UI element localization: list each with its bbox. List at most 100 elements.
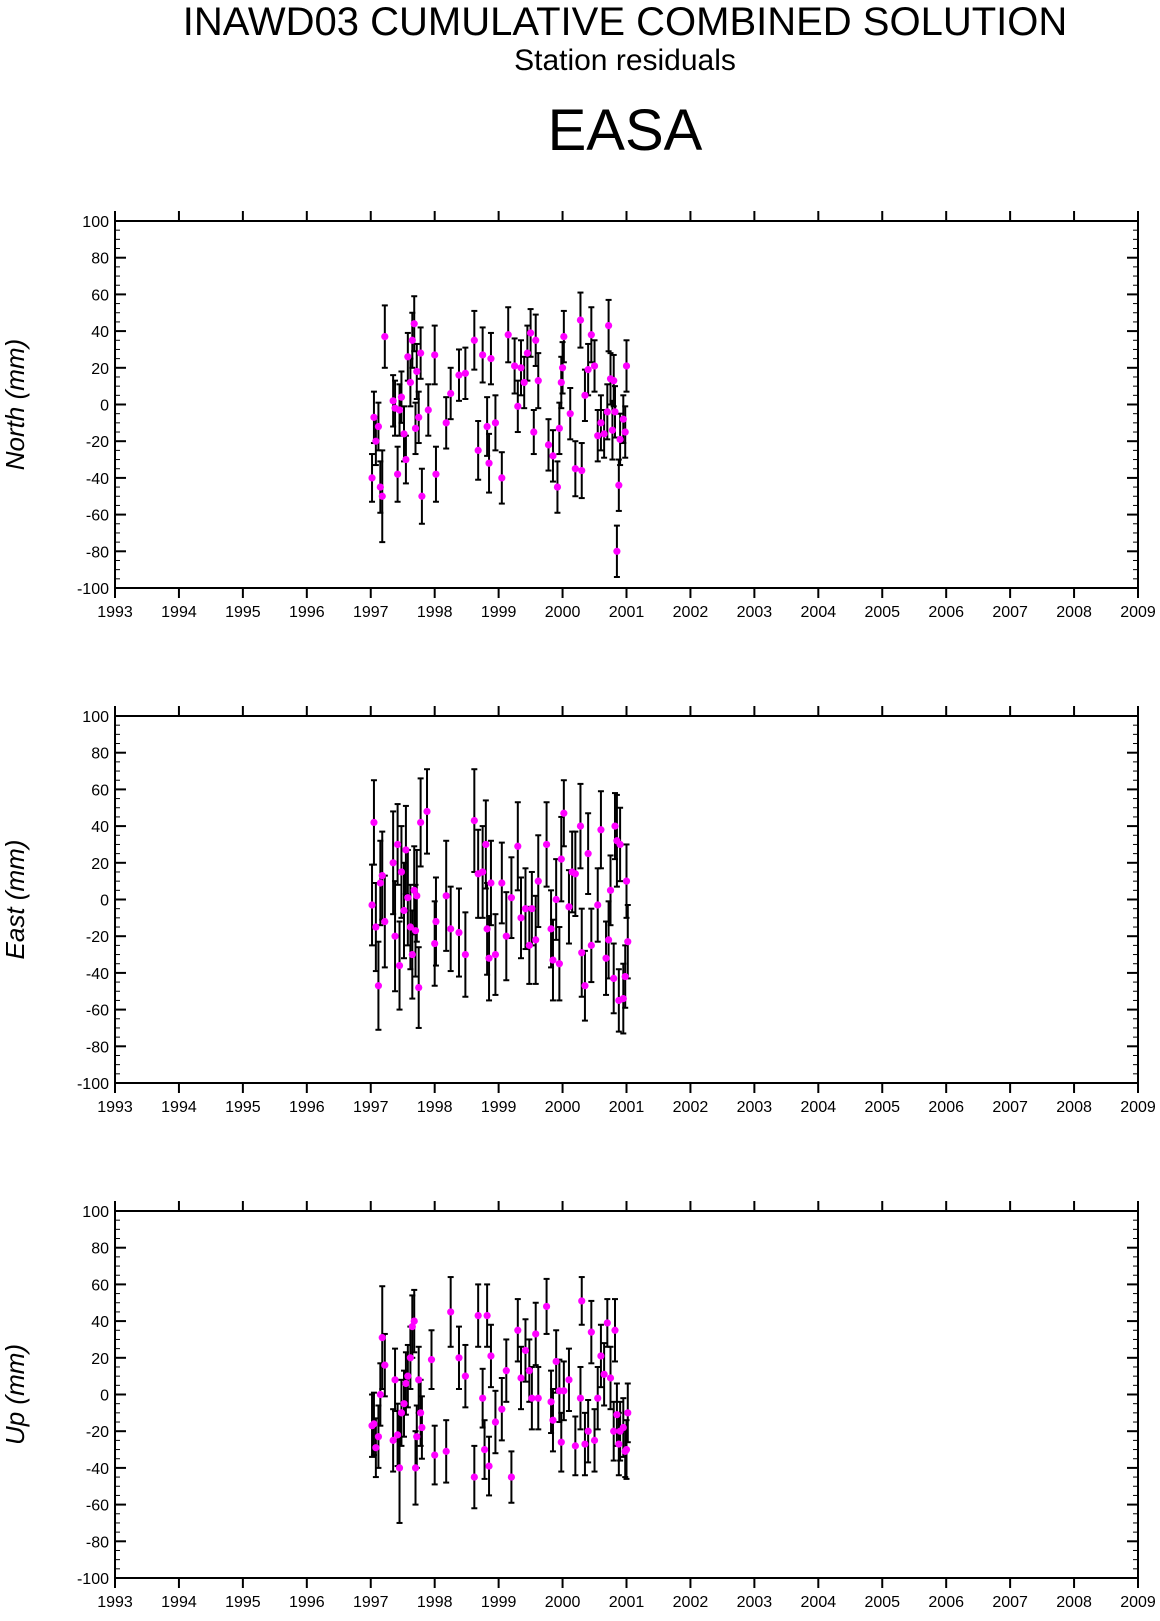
data-point	[565, 903, 573, 911]
data-point	[404, 353, 412, 361]
data-point	[504, 331, 512, 339]
y-tick-label: 40	[91, 1314, 109, 1331]
data-point	[590, 362, 599, 370]
x-tick-label: 2000	[545, 1099, 581, 1116]
data-point	[514, 402, 522, 410]
x-tick-label: 2008	[1056, 604, 1092, 621]
y-tick-label: 40	[91, 819, 109, 836]
data-point	[395, 1464, 404, 1472]
data-point	[395, 406, 404, 414]
y-tick-label: 100	[82, 709, 109, 726]
data-point	[557, 1438, 565, 1446]
data-point	[557, 378, 565, 387]
data-point	[474, 1311, 482, 1320]
data-point	[534, 1394, 542, 1402]
data-point	[566, 410, 574, 418]
data-point	[549, 956, 557, 964]
data-point	[584, 366, 592, 374]
data-point	[542, 1302, 551, 1311]
data-point	[590, 1436, 599, 1444]
data-point	[487, 879, 495, 887]
data-point	[534, 377, 542, 385]
data-point	[406, 378, 414, 387]
data-point	[587, 941, 595, 949]
data-point	[370, 1420, 378, 1428]
station-name: EASA	[547, 98, 703, 163]
data-point	[389, 1436, 397, 1444]
data-point	[491, 1418, 500, 1426]
data-point	[552, 895, 560, 904]
y-tick-label: -100	[77, 1571, 109, 1588]
x-tick-label: 2004	[801, 1594, 837, 1611]
y-tick-label: 0	[100, 1388, 109, 1405]
data-point	[376, 879, 384, 887]
data-point	[491, 950, 500, 959]
x-tick-label: 1994	[161, 604, 197, 621]
y-tick-label: 80	[91, 1241, 109, 1258]
x-tick-label: 2006	[928, 604, 964, 621]
x-tick-label: 1993	[97, 1099, 133, 1116]
data-point	[415, 1376, 423, 1384]
data-point	[565, 1376, 573, 1384]
x-tick-label: 1994	[161, 1099, 197, 1116]
data-point	[600, 1370, 608, 1378]
data-point	[587, 331, 595, 339]
data-point	[389, 859, 397, 867]
y-tick-label: -80	[86, 544, 109, 561]
data-point	[581, 1440, 589, 1448]
y-tick-label: -80	[86, 1039, 109, 1056]
data-point	[526, 329, 535, 337]
data-point	[402, 1379, 410, 1388]
data-point	[502, 1367, 510, 1375]
data-point	[427, 1356, 436, 1364]
data-point	[455, 371, 463, 379]
y-tick-label: -20	[86, 434, 109, 451]
data-point	[606, 1374, 615, 1382]
data-point	[368, 474, 376, 482]
data-point	[491, 419, 500, 427]
x-tick-label: 2003	[737, 1099, 773, 1116]
data-point	[374, 422, 383, 431]
data-point	[555, 960, 563, 968]
data-point	[447, 925, 455, 933]
x-tick-label: 1995	[225, 604, 261, 621]
x-tick-label: 1997	[353, 1099, 389, 1116]
y-tick-label: 60	[91, 782, 109, 799]
x-tick-label: 2008	[1056, 1099, 1092, 1116]
data-point	[417, 1409, 425, 1417]
x-tick-label: 2000	[545, 1594, 581, 1611]
data-point	[555, 424, 563, 432]
chart-subtitle: Station residuals	[514, 44, 736, 77]
y-tick-label: 100	[82, 214, 109, 231]
data-point	[528, 905, 536, 913]
plot-frame	[114, 220, 1139, 589]
x-tick-label: 1993	[97, 604, 133, 621]
data-point	[498, 1405, 506, 1413]
data-point	[610, 377, 618, 385]
data-point	[613, 1411, 621, 1419]
data-point	[624, 938, 632, 946]
data-point	[410, 886, 418, 894]
y-tick-label: 0	[100, 398, 109, 415]
data-point	[368, 901, 376, 909]
data-point	[410, 1317, 418, 1325]
data-point	[376, 483, 384, 491]
data-point	[479, 868, 487, 876]
data-point	[594, 901, 602, 909]
data-point	[514, 842, 522, 850]
x-tick-label: 2006	[928, 1099, 964, 1116]
data-point	[483, 422, 491, 431]
data-point	[389, 397, 397, 405]
data-point	[525, 941, 533, 949]
data-point	[470, 336, 478, 344]
x-tick-label: 2002	[673, 1594, 709, 1611]
data-point	[597, 826, 605, 834]
data-point	[487, 355, 495, 363]
data-point	[578, 949, 586, 957]
data-point	[557, 855, 565, 863]
data-point	[603, 1319, 611, 1327]
data-point	[374, 1433, 383, 1441]
data-point	[483, 925, 491, 933]
y-tick-label: -40	[86, 966, 109, 983]
